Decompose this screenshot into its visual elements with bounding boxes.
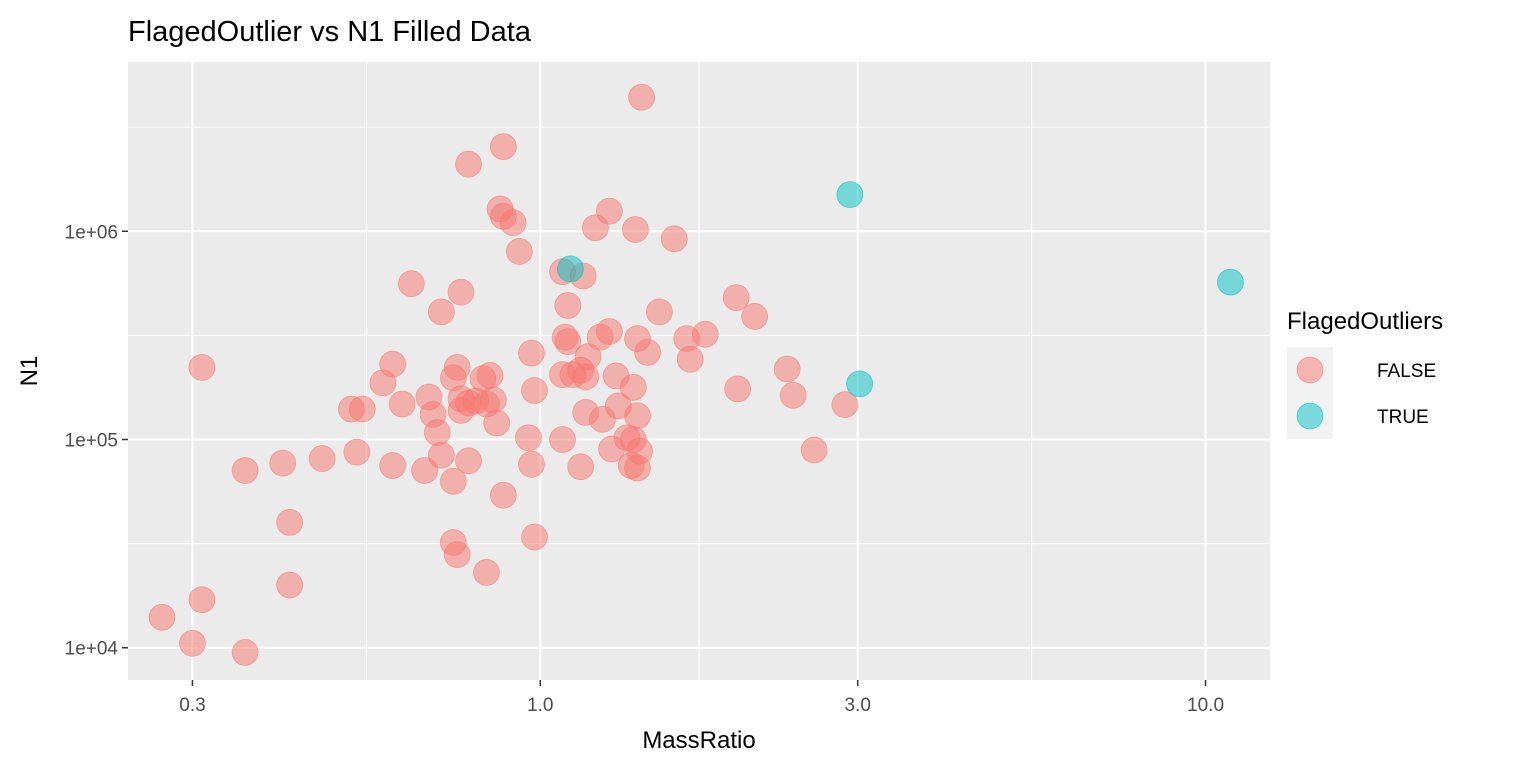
data-point-false [427, 298, 455, 326]
data-point-false [691, 320, 719, 348]
legend-label-true: TRUE [1377, 407, 1429, 428]
data-point-false [779, 381, 807, 409]
data-point-false [188, 353, 216, 381]
data-point-false [549, 426, 576, 453]
data-point-false [489, 133, 517, 161]
data-point-false [476, 362, 504, 389]
data-point-false [473, 559, 500, 586]
data-point-false [276, 571, 304, 599]
data-point-false [443, 541, 471, 569]
data-point-false [572, 363, 600, 391]
data-point-false [581, 214, 609, 242]
y-axis-title: N1 [16, 356, 43, 387]
data-point-false [505, 238, 533, 265]
legend-label-false: FALSE [1377, 361, 1436, 382]
data-point-false [554, 292, 582, 319]
data-point-false [379, 452, 407, 479]
data-points [148, 83, 1244, 666]
data-point-false [724, 375, 752, 403]
data-point-false [660, 225, 688, 253]
data-point-false [439, 467, 467, 495]
data-point-false [397, 270, 425, 298]
data-point-false [521, 377, 548, 404]
data-point-false [624, 454, 651, 482]
data-point-false [645, 298, 673, 326]
data-point-false [427, 441, 455, 469]
data-point-false [231, 638, 259, 666]
data-point-false [455, 447, 482, 475]
data-point-false [589, 405, 616, 433]
data-point-false [518, 450, 545, 478]
data-point-false [148, 603, 176, 631]
data-point-false [348, 395, 376, 423]
major-gridlines [128, 62, 1270, 680]
x-tick-label: 10.0 [1187, 695, 1224, 716]
data-point-true [1217, 268, 1244, 296]
data-point-false [276, 508, 304, 536]
data-point-false [741, 303, 769, 330]
data-point-false [773, 355, 801, 383]
data-point-false [515, 424, 542, 452]
data-point-false [423, 419, 451, 446]
data-point-false [800, 436, 828, 464]
data-point-false [411, 457, 439, 484]
y-tick-label: 1e+06 [65, 222, 118, 243]
data-point-false [598, 435, 626, 463]
y-axis-ticks: 1e+04 1e+05 1e+06 [65, 222, 128, 660]
legend-title: FlagedOutliers [1287, 308, 1443, 335]
data-point-false [634, 339, 662, 366]
data-point-false [722, 284, 750, 312]
data-point-false [269, 449, 297, 477]
x-tick-label: 0.3 [179, 695, 205, 716]
data-point-false [231, 457, 259, 484]
data-point-true [836, 181, 864, 209]
data-point-true [846, 370, 874, 398]
data-point-false [489, 481, 517, 509]
data-point-false [308, 445, 336, 472]
y-tick-label: 1e+04 [65, 639, 119, 660]
data-point-false [455, 150, 482, 178]
legend-key-true [1296, 402, 1324, 430]
data-point-false [499, 209, 527, 237]
data-point-false [518, 339, 545, 367]
legend-key-false [1296, 356, 1324, 384]
x-axis-ticks: 0.3 1.0 3.0 10.0 [179, 680, 1224, 716]
data-point-false [554, 328, 582, 356]
data-point-false [521, 523, 548, 551]
data-point-false [447, 278, 475, 306]
data-point-false [483, 409, 511, 437]
data-point-false [619, 373, 647, 401]
data-point-false [447, 396, 475, 424]
data-point-false [388, 390, 416, 418]
data-point-true [557, 255, 584, 283]
minor-gridlines [128, 62, 1270, 680]
data-point-false [369, 369, 397, 397]
x-tick-label: 3.0 [844, 695, 870, 716]
x-tick-label: 1.0 [527, 695, 553, 716]
legend: FlagedOutliers FALSE TRUE [1287, 308, 1443, 439]
data-point-false [595, 318, 623, 345]
data-point-false [567, 453, 595, 481]
y-tick-label: 1e+05 [65, 431, 118, 452]
data-point-false [343, 438, 371, 466]
data-point-false [628, 83, 656, 111]
data-point-false [622, 216, 649, 243]
data-point-false [179, 629, 206, 657]
data-point-false [831, 391, 859, 419]
data-point-false [676, 345, 704, 373]
x-axis-title: MassRatio [642, 727, 755, 754]
chart-title: FlagedOutlier vs N1 Filled Data [128, 16, 532, 48]
data-point-false [188, 586, 216, 614]
